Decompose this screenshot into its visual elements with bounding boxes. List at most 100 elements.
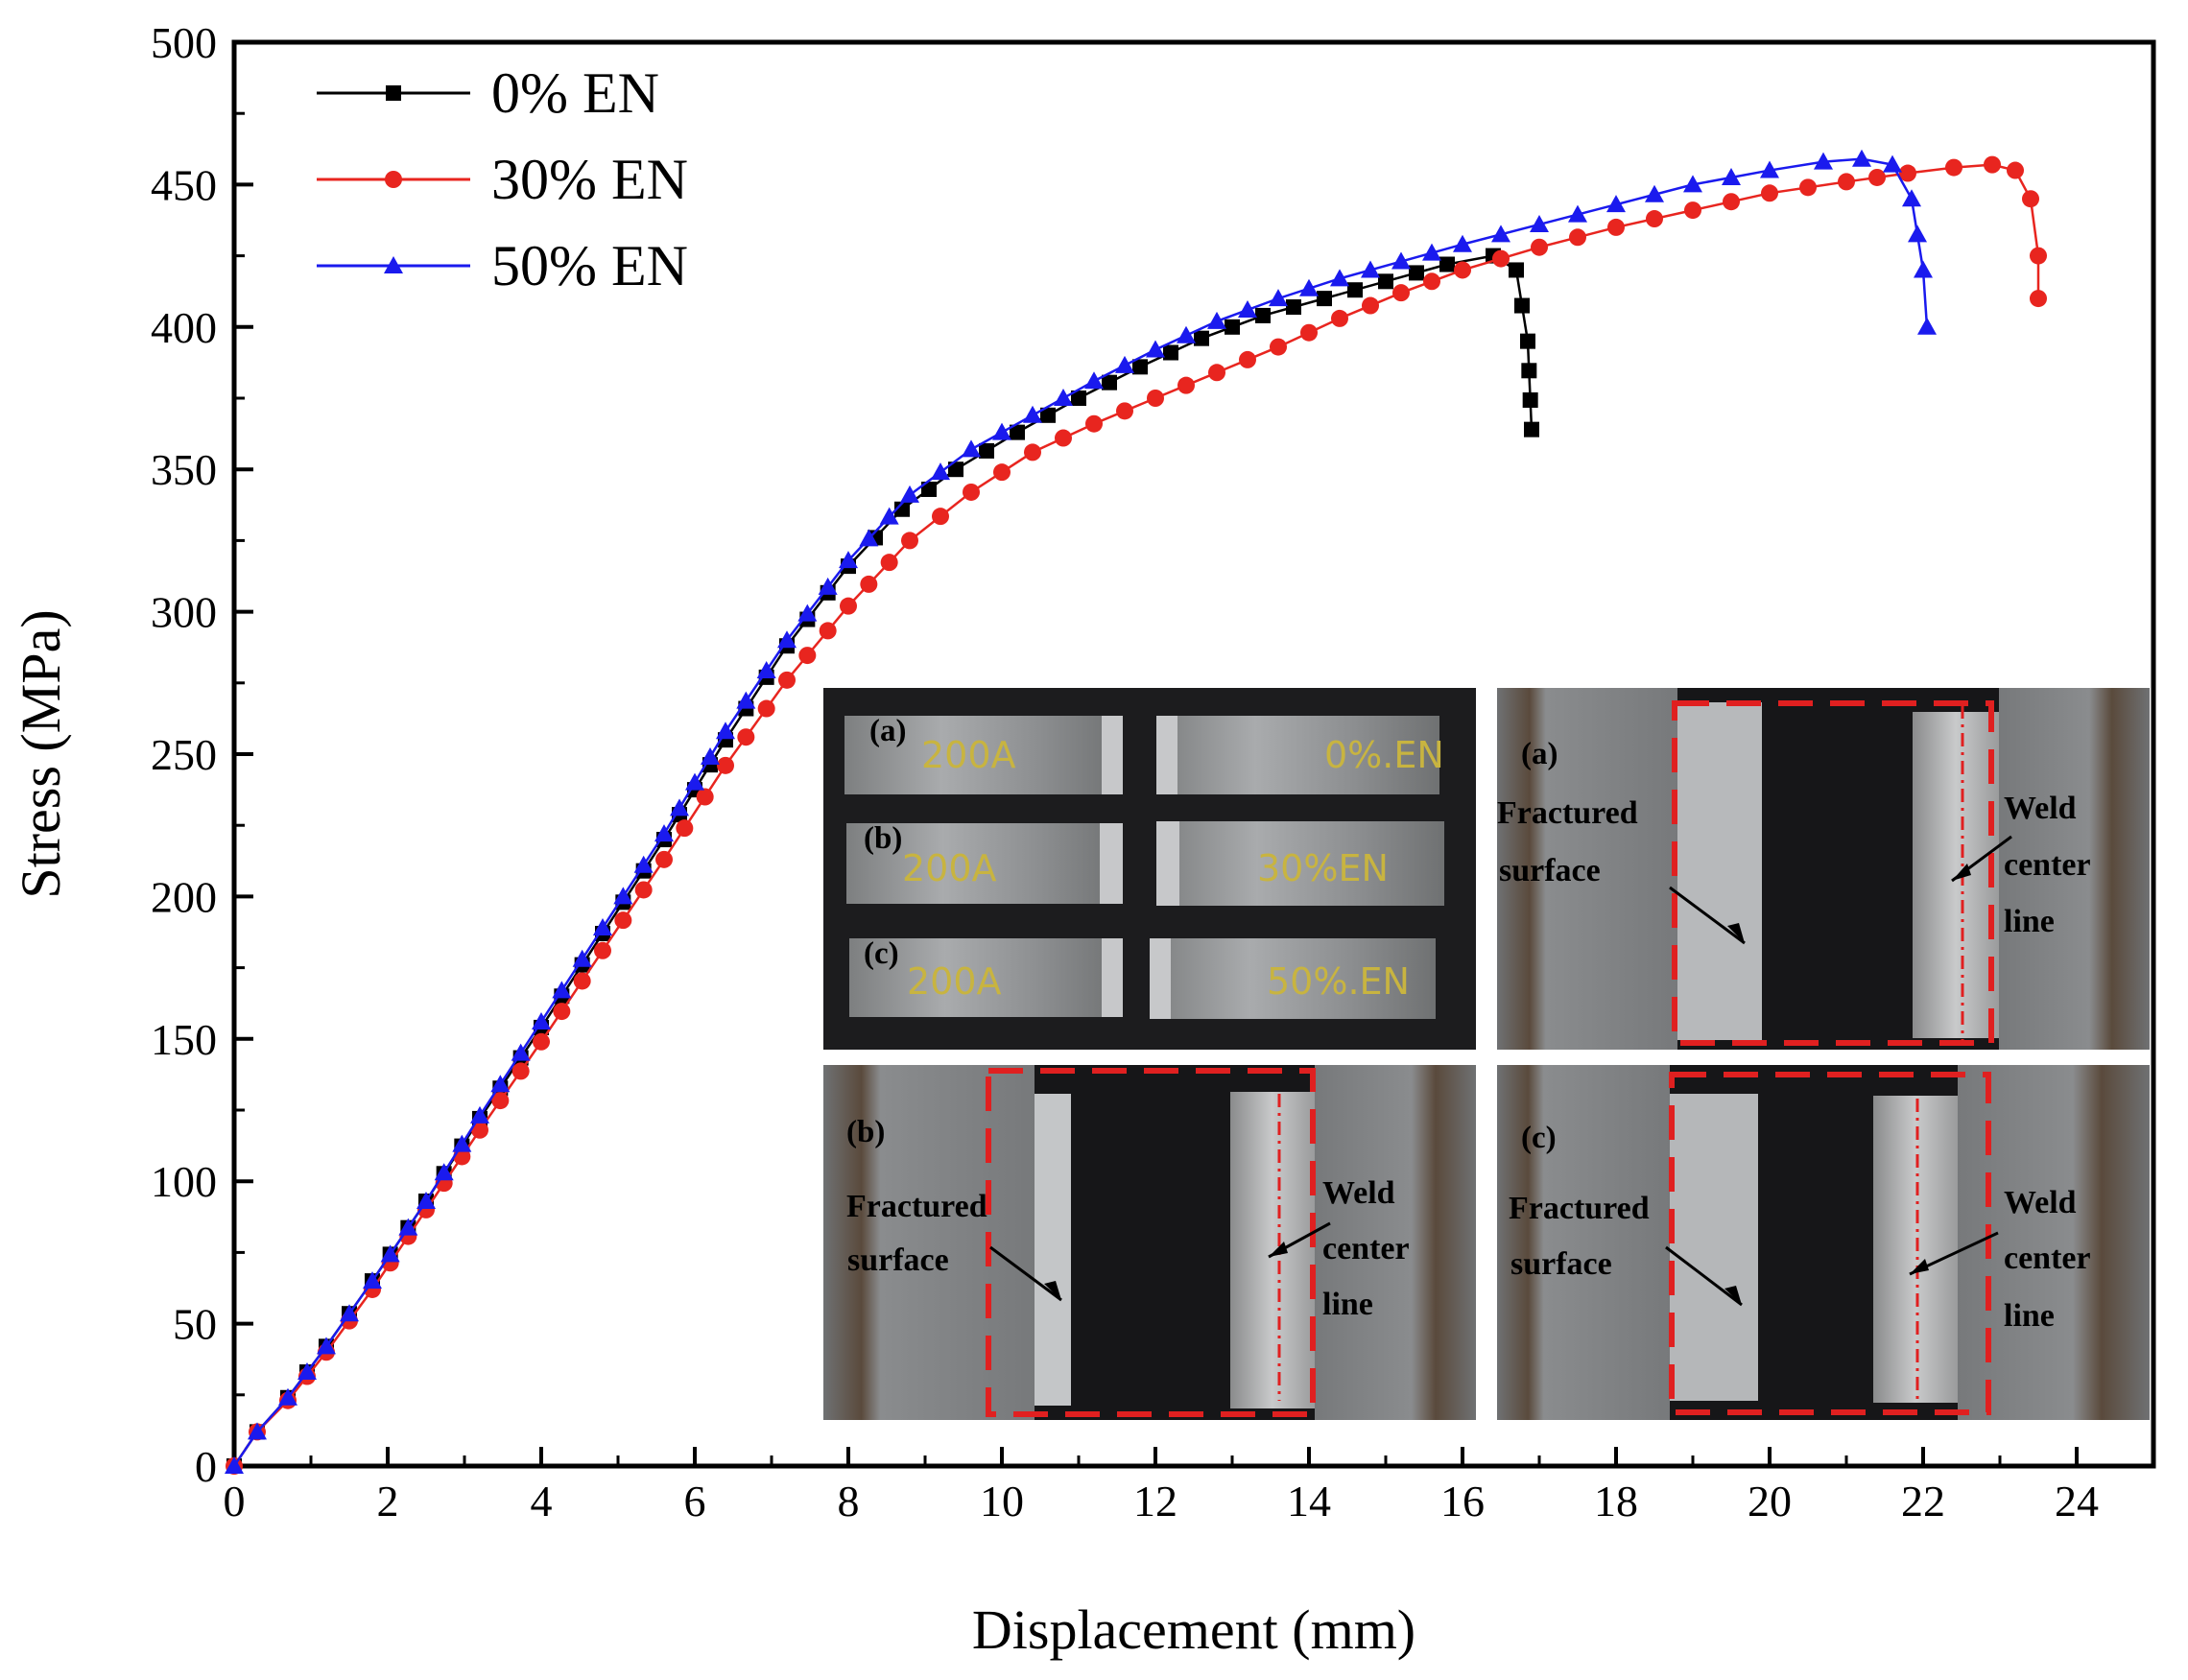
handwritten-en-a: 0%.EN <box>1324 734 1444 776</box>
x-tick-label: 2 <box>377 1477 399 1526</box>
data-point <box>737 728 755 746</box>
data-point <box>1522 391 1538 408</box>
legend-marker <box>385 171 402 188</box>
data-point <box>1392 284 1410 302</box>
x-tick-label: 20 <box>1748 1477 1792 1526</box>
y-axis-title: Stress (MPa) <box>10 609 72 898</box>
data-point <box>1225 319 1240 335</box>
y-tick-label: 400 <box>151 303 217 352</box>
data-point <box>797 603 818 622</box>
data-point <box>756 660 776 678</box>
data-point <box>470 1105 489 1124</box>
data-point <box>225 1456 244 1474</box>
data-point <box>1115 355 1134 373</box>
data-point <box>1520 333 1535 349</box>
inset-panel-c: (c) Fractured surface Weld center line <box>1497 1065 2150 1420</box>
data-point <box>736 691 756 709</box>
panel-c-fractured-1: Fractured <box>1509 1191 1650 1226</box>
y-tick-label: 200 <box>151 872 217 921</box>
data-point <box>1453 234 1472 252</box>
data-point <box>1194 330 1209 346</box>
data-point <box>685 772 704 791</box>
data-point <box>434 1163 454 1181</box>
data-point <box>1378 273 1393 290</box>
panel-a-tag: (a) <box>1521 737 1558 771</box>
y-tick-label: 500 <box>151 18 217 67</box>
x-tick-label: 6 <box>684 1477 706 1526</box>
data-point <box>634 881 653 899</box>
panel-a-weld-3: line <box>2004 904 2055 939</box>
data-point <box>1286 299 1301 316</box>
data-point <box>340 1304 359 1322</box>
data-point <box>1606 195 1626 213</box>
panel-c-weld-3: line <box>2004 1298 2055 1334</box>
specimen-tag-b: (b) <box>864 821 902 856</box>
legend: 0% EN 30% EN 50% EN <box>317 61 688 297</box>
data-point <box>1300 323 1318 342</box>
data-point <box>380 1244 400 1263</box>
inset-specimens: (a) (b) (c) 200A 0%.EN 200A 30%EN 200A 5… <box>823 688 1476 1050</box>
panel-b-weld-2: center <box>1322 1231 1410 1266</box>
data-point <box>1454 261 1471 279</box>
data-point <box>1270 338 1287 356</box>
data-point <box>901 532 918 550</box>
x-tick-label: 18 <box>1594 1477 1638 1526</box>
data-point <box>511 1043 531 1061</box>
data-point <box>962 439 981 458</box>
data-point <box>1524 421 1539 438</box>
panel-c-weld-2: center <box>2004 1241 2091 1276</box>
data-point <box>2022 190 2039 208</box>
data-point <box>963 483 980 501</box>
panel-b-fractured-1: Fractured <box>846 1189 987 1224</box>
data-point <box>1023 405 1042 423</box>
legend-label: 30% EN <box>491 148 688 211</box>
data-point <box>1799 178 1817 197</box>
data-point <box>593 918 612 936</box>
y-tick-label: 350 <box>151 445 217 494</box>
inset-panel-a: (a) Fractured surface Weld center line <box>1497 688 2150 1050</box>
data-point <box>1146 340 1165 358</box>
y-tick-label: 150 <box>151 1015 217 1064</box>
y-tick-label: 300 <box>151 588 217 637</box>
panel-c-tag: (c) <box>1521 1121 1557 1155</box>
data-point <box>1945 158 1962 177</box>
data-point <box>1147 390 1164 407</box>
data-point <box>1361 260 1380 278</box>
data-point <box>1646 210 1663 228</box>
data-point <box>416 1191 436 1209</box>
data-point <box>654 824 674 842</box>
data-point <box>979 442 994 459</box>
data-point <box>1491 225 1510 243</box>
legend-label: 0% EN <box>491 61 659 125</box>
data-point <box>1116 402 1133 420</box>
data-point <box>248 1422 267 1440</box>
data-point <box>1509 262 1524 278</box>
data-point <box>880 554 898 572</box>
data-point <box>532 1011 551 1029</box>
panel-b-weld-1: Weld <box>1322 1175 1395 1211</box>
data-point <box>1521 363 1537 379</box>
data-point <box>1569 228 1586 247</box>
x-axis-ticks: 0 2 4 6 8 10 12 14 16 18 20 22 24 <box>224 1447 2099 1526</box>
data-point <box>1238 299 1257 318</box>
y-tick-label: 0 <box>195 1442 217 1491</box>
data-point <box>894 501 910 517</box>
data-point <box>363 1271 382 1290</box>
data-point <box>1207 311 1226 329</box>
data-point <box>948 461 963 478</box>
data-point <box>1055 429 1072 447</box>
data-point <box>1902 189 1921 207</box>
data-point <box>1054 389 1073 406</box>
data-point <box>1683 175 1702 193</box>
data-point <box>1492 249 1510 268</box>
y-axis-ticks: 0 50 100 150 200 250 300 350 400 450 500 <box>151 18 253 1491</box>
data-point <box>2030 247 2047 265</box>
data-point <box>552 981 572 999</box>
data-point <box>1422 243 1441 261</box>
data-point <box>879 507 899 525</box>
data-point <box>757 699 775 718</box>
data-point <box>491 1092 510 1110</box>
data-point <box>317 1337 336 1355</box>
data-point <box>1347 282 1363 298</box>
